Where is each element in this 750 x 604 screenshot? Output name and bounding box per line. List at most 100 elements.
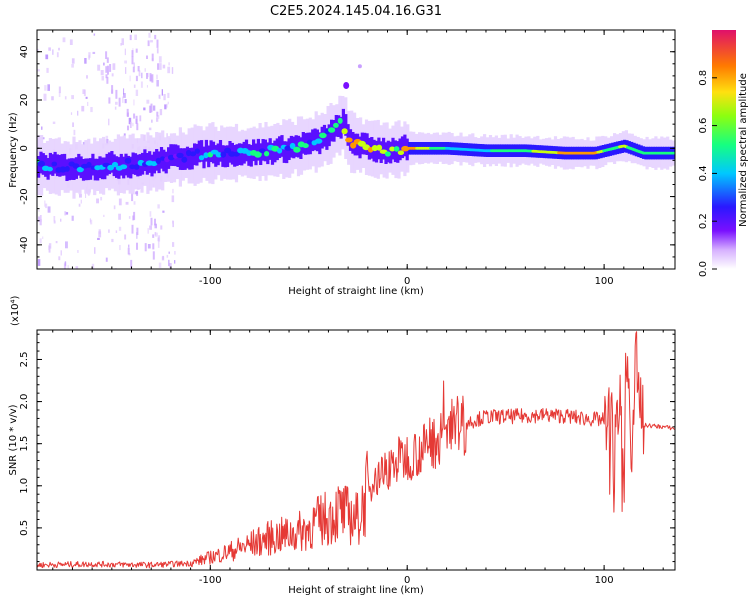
colorbar-label: Normalized spectral amplitude [738, 73, 749, 227]
noise-speck [167, 66, 171, 74]
ridge-peak [384, 151, 391, 157]
y-tick-label: -40 [19, 237, 30, 253]
y-tick-label: 0 [19, 145, 30, 151]
noise-speck [171, 67, 174, 74]
ridge-core [403, 134, 407, 157]
x-tick-label: -100 [199, 276, 222, 287]
noise-speck [60, 218, 62, 222]
noise-speck [44, 85, 47, 91]
ridge-core [126, 155, 130, 178]
noise-streak [149, 73, 152, 82]
noise-speck [122, 96, 124, 103]
noise-speck [160, 225, 163, 230]
noise-speck [128, 117, 132, 125]
noise-speck [79, 194, 82, 198]
noise-streak [149, 105, 152, 113]
noise-speck [166, 254, 169, 258]
ridge-peak [289, 142, 296, 150]
noise-streak [156, 111, 159, 117]
noise-speck [171, 195, 175, 203]
ridge-core [200, 140, 204, 162]
snr-marks [37, 331, 675, 569]
noise-speck [71, 58, 75, 64]
noise-speck [38, 209, 40, 212]
ridge-core [325, 128, 329, 150]
noise-speck [166, 103, 168, 108]
ridge-core [311, 129, 315, 152]
noise-speck [156, 48, 159, 54]
noise-speck [172, 242, 175, 247]
noise-streak [126, 108, 129, 117]
ridge-peak [64, 166, 70, 172]
noise-speck [118, 226, 122, 231]
noise-speck [39, 215, 42, 222]
noise-streak [146, 55, 148, 59]
ridge-peak [176, 152, 184, 158]
ridge-peak [86, 161, 92, 168]
ridge-peak [220, 151, 227, 158]
isolated-peak [343, 82, 350, 89]
noise-streak [109, 64, 112, 72]
ridge-peak [203, 152, 209, 159]
noise-speck [113, 205, 116, 210]
noise-speck [103, 62, 105, 66]
noise-speck [148, 32, 151, 38]
noise-streak [150, 217, 153, 226]
ridge-core [131, 152, 135, 175]
ridge-peak [59, 166, 67, 173]
noise-speck [115, 101, 118, 105]
noise-speck [78, 203, 81, 207]
noise-speck [162, 64, 166, 69]
noise-speck [124, 99, 127, 104]
y-tick-label: -20 [19, 188, 30, 204]
noise-speck [94, 247, 96, 254]
noise-speck [105, 257, 108, 262]
noise-speck [124, 234, 127, 240]
noise-streak [151, 53, 154, 61]
noise-speck [58, 86, 61, 94]
noise-speck [156, 117, 159, 122]
ridge-core [89, 158, 93, 180]
noise-streak [136, 190, 139, 196]
ridge-peak [133, 164, 140, 170]
snr-y-multiplier: (x10⁴) [10, 295, 21, 326]
noise-speck [108, 229, 110, 233]
snr-plot-area [37, 330, 675, 570]
noise-speck [112, 63, 116, 70]
ridge-core [358, 136, 362, 159]
colorbar-ticks: 0.0 0.2 0.4 0.6 0.8 [698, 70, 717, 277]
noise-speck [71, 95, 74, 100]
noise-speck [60, 250, 62, 256]
noise-speck [125, 67, 127, 74]
ridge-peak [47, 166, 53, 172]
ridge-peak [337, 117, 343, 124]
noise-streak [132, 215, 135, 221]
noise-streak [131, 193, 134, 202]
colorbar-tick-label: 0.6 [698, 118, 709, 134]
noise-speck [149, 211, 152, 217]
noise-speck [133, 99, 135, 106]
noise-speck [47, 206, 51, 213]
noise-speck [53, 216, 56, 222]
ridge-peak [314, 138, 323, 144]
ridge-peak [401, 145, 410, 152]
noise-streak [106, 76, 109, 84]
noise-speck [65, 212, 69, 215]
y-tick-label: 1.5 [19, 436, 30, 452]
noise-speck [121, 38, 124, 46]
noise-speck [129, 75, 131, 82]
noise-speck [149, 225, 152, 230]
noise-speck [134, 34, 137, 40]
noise-streak [151, 74, 154, 83]
noise-streak [150, 103, 153, 113]
noise-speck [83, 89, 86, 97]
noise-streak [130, 259, 133, 268]
noise-speck [47, 84, 50, 91]
noise-speck [101, 75, 104, 81]
noise-speck [91, 263, 95, 269]
noise-speck [77, 110, 79, 116]
noise-speck [111, 238, 114, 243]
noise-speck [82, 89, 85, 94]
noise-speck [159, 94, 161, 100]
